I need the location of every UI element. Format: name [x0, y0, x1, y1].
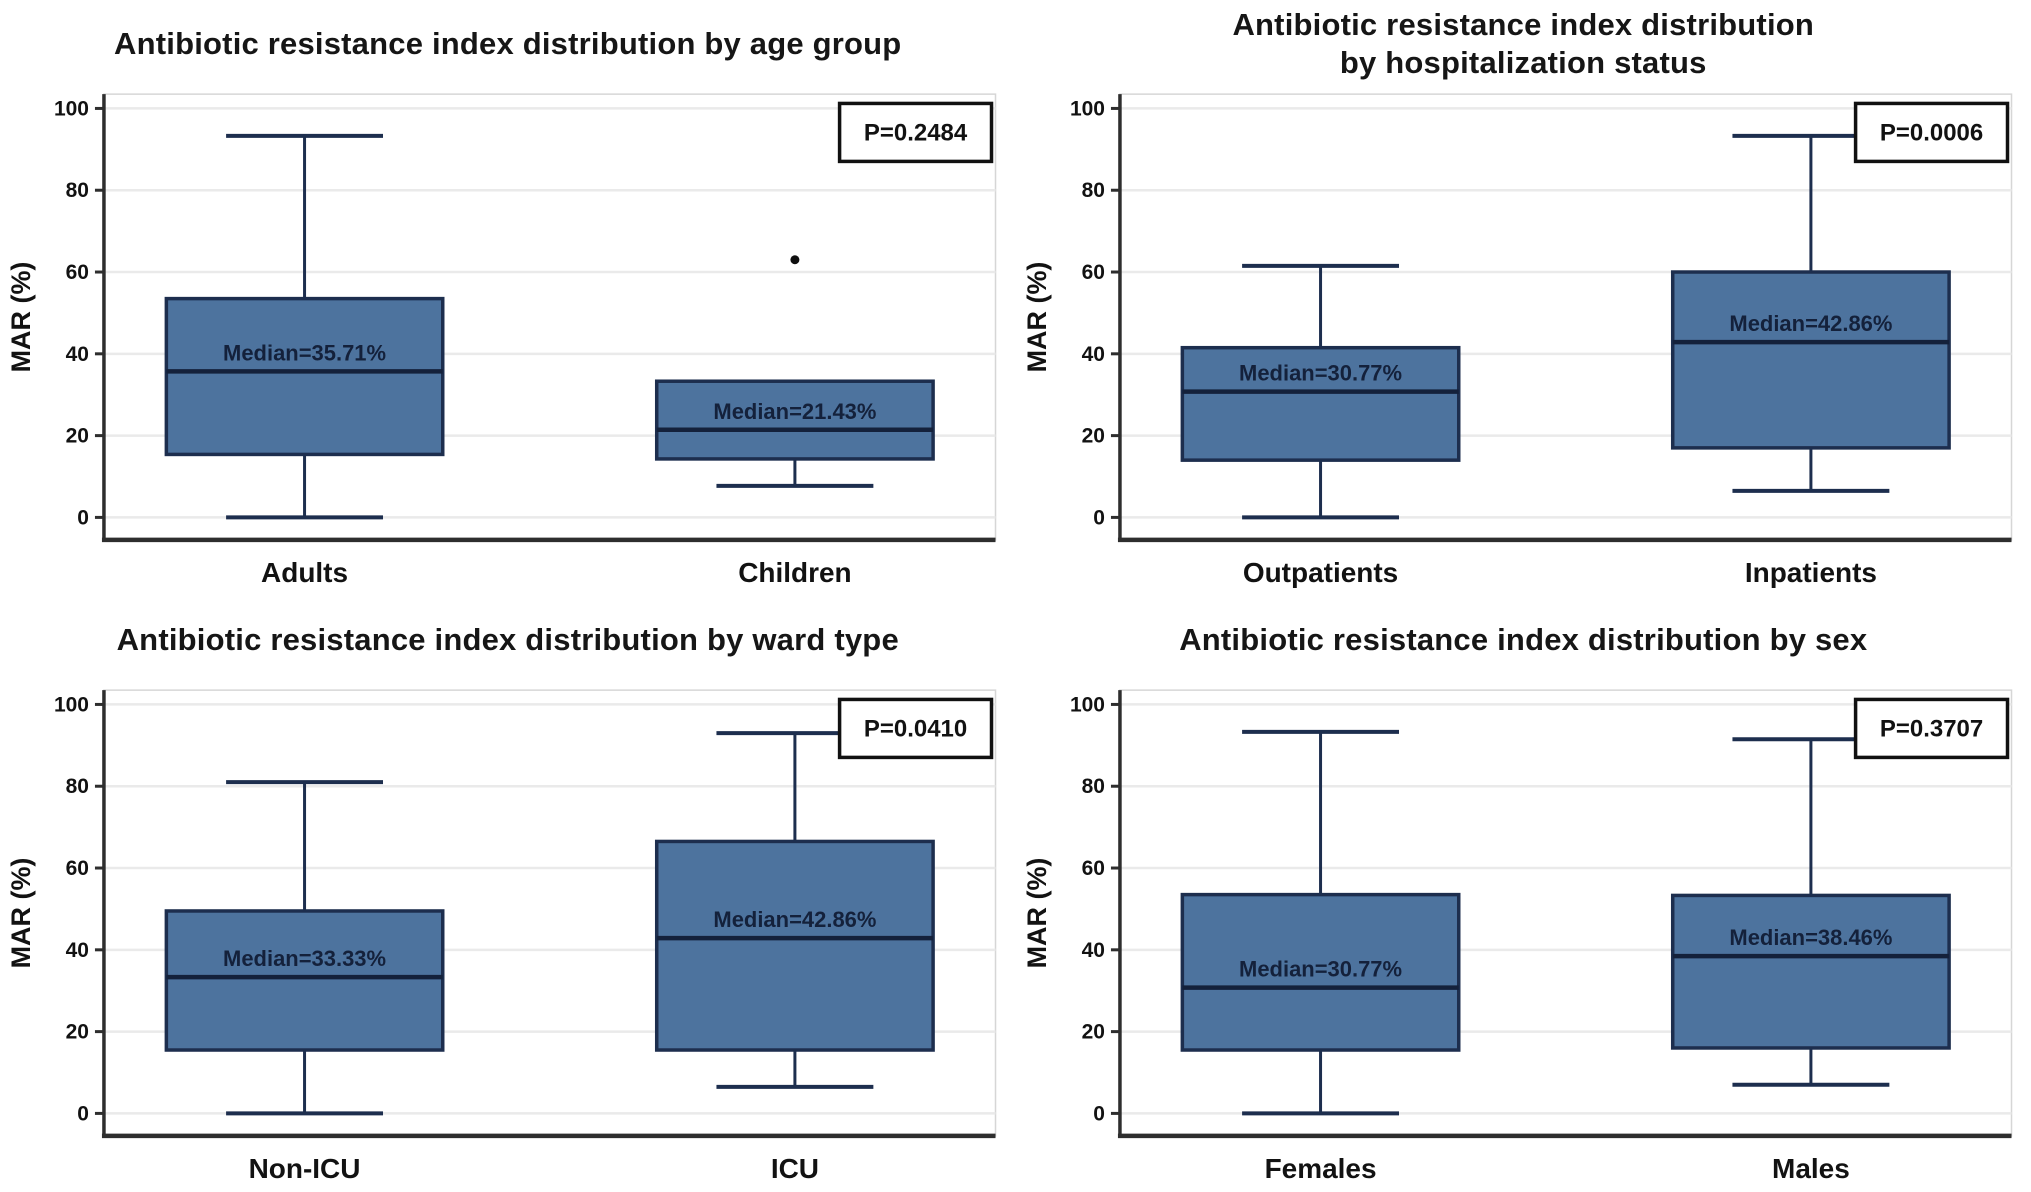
p-value-box [1853, 697, 2009, 760]
x-category-label-non-icu: Non-ICU [249, 1153, 361, 1184]
p-value-box [1853, 101, 2009, 164]
chart-age-group: Antibiotic resistance index distribution… [0, 0, 1016, 596]
boxplot-hospitalization-status: 0 20 40 60 80 100 MAR (%) Median=30.77% Outpatie… [1021, 93, 2012, 588]
y-tick-label: 40 [66, 343, 89, 366]
y-axis-title: MAR (%) [1021, 262, 1051, 373]
y-tick-label: 60 [1081, 857, 1104, 880]
y-axis-title: MAR (%) [6, 858, 36, 969]
chart-title: Antibiotic resistance index distribution… [114, 26, 902, 62]
y-axis-title: MAR (%) [1021, 858, 1051, 969]
iqr-box-males [1670, 893, 1951, 1050]
median-label-females: Median=30.77% [1239, 957, 1402, 982]
y-axis-title: MAR (%) [6, 262, 36, 373]
y-tick-label: 60 [1081, 261, 1104, 284]
median-label-icu: Median=42.86% [713, 907, 876, 932]
x-category-label-adults: Adults [261, 557, 348, 588]
x-category-label-females: Females [1264, 1153, 1376, 1184]
y-tick-label: 0 [77, 506, 89, 529]
median-label-non-icu: Median=33.33% [223, 946, 386, 971]
p-value-label: P=0.0410 [864, 715, 967, 742]
iqr-box-adults [164, 296, 445, 457]
chart-hospitalization-status: Antibiotic resistance index distribution… [1016, 0, 2031, 596]
y-tick-label: 40 [1081, 939, 1104, 962]
p-value-label: P=0.2484 [864, 119, 968, 146]
y-tick-label: 100 [54, 693, 89, 716]
y-tick-label: 0 [77, 1102, 89, 1125]
y-tick-label: 20 [1081, 1021, 1104, 1044]
y-tick-label: 0 [1093, 1102, 1105, 1125]
chart-title: Antibiotic resistance index distribution… [1232, 7, 1815, 80]
x-category-label-children: Children [738, 557, 851, 588]
iqr-box-children [654, 379, 935, 461]
iqr-box-icu [654, 839, 935, 1052]
iqr-box-non-icu [164, 909, 445, 1052]
y-tick-label: 60 [66, 857, 89, 880]
median-label-children: Median=21.43% [713, 399, 876, 424]
chart-ward-type: Antibiotic resistance index distribution… [0, 596, 1016, 1192]
y-tick-label: 80 [66, 179, 89, 202]
p-value-box [837, 697, 994, 760]
y-tick-label: 80 [1081, 775, 1104, 798]
chart-title: Antibiotic resistance index distribution… [116, 622, 899, 658]
y-tick-label: 80 [1081, 179, 1104, 202]
p-value-box [837, 101, 994, 164]
x-category-label-outpatients: Outpatients [1242, 557, 1397, 588]
median-label-males: Median=38.46% [1729, 925, 1892, 950]
y-tick-label: 100 [1069, 97, 1104, 120]
median-label-outpatients: Median=30.77% [1239, 361, 1402, 386]
y-tick-label: 40 [66, 939, 89, 962]
y-tick-label: 60 [66, 261, 89, 284]
x-category-label-males: Males [1772, 1153, 1850, 1184]
y-tick-label: 0 [1093, 506, 1105, 529]
iqr-box-females [1180, 892, 1460, 1052]
outlier-point-children [790, 255, 800, 265]
iqr-box-outpatients [1180, 345, 1460, 462]
x-category-label-inpatients: Inpatients [1744, 557, 1876, 588]
y-tick-label: 80 [66, 775, 89, 798]
y-tick-label: 100 [54, 97, 89, 120]
y-tick-label: 20 [1081, 425, 1104, 448]
x-category-label-icu: ICU [771, 1153, 819, 1184]
y-tick-label: 20 [66, 425, 89, 448]
p-value-label: P=0.3707 [1879, 715, 1982, 742]
iqr-box-inpatients [1670, 270, 1951, 450]
y-tick-label: 40 [1081, 343, 1104, 366]
boxplot-ward-type: 0 20 40 60 80 100 MAR (%) Median=33.33% Non-ICU M… [6, 689, 997, 1184]
y-tick-label: 20 [66, 1021, 89, 1044]
boxplot-age-group: 0 20 40 60 80 100 MAR (%) Median=35.71% Adults Me… [6, 93, 997, 588]
median-label-adults: Median=35.71% [223, 340, 386, 365]
boxplot-sex: 0 20 40 60 80 100 MAR (%) Median=30.77% Females M… [1021, 689, 2012, 1184]
y-tick-label: 100 [1069, 693, 1104, 716]
chart-title: Antibiotic resistance index distribution… [1179, 622, 1868, 658]
median-label-inpatients: Median=42.86% [1729, 311, 1892, 336]
p-value-label: P=0.0006 [1879, 119, 1982, 146]
chart-sex: Antibiotic resistance index distribution… [1016, 596, 2031, 1192]
